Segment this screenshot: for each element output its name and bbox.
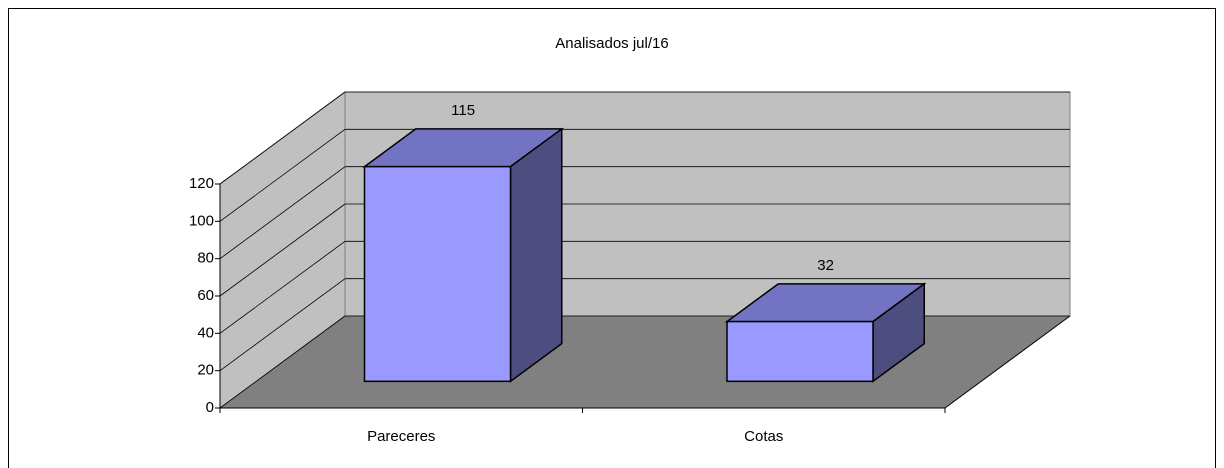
grid-line — [219, 315, 346, 409]
y-tick-label: 100 — [189, 212, 214, 229]
grid-line — [219, 278, 346, 371]
data-label: 32 — [817, 257, 834, 274]
x-tick-label: Pareceres — [367, 428, 435, 445]
floor-edge — [944, 315, 1071, 409]
chart-title: Analisados jul/16 — [555, 35, 668, 52]
bar — [363, 165, 512, 383]
y-tick-label: 40 — [197, 324, 214, 341]
y-tick-label: 0 — [206, 399, 214, 416]
y-tick-label: 60 — [197, 287, 214, 304]
grid-line — [219, 203, 346, 297]
bar — [726, 320, 874, 383]
data-label: 115 — [451, 102, 475, 119]
grid-line — [219, 129, 346, 222]
x-tick-label: Cotas — [744, 428, 783, 445]
grid-line — [219, 91, 346, 185]
y-tick-label: 80 — [197, 250, 214, 267]
grid-line — [219, 241, 346, 334]
y-tick-label: 120 — [189, 175, 214, 192]
bar-side — [509, 127, 563, 383]
y-tick-label: 20 — [197, 362, 214, 379]
floor — [220, 316, 1070, 408]
grid-line — [219, 166, 346, 259]
